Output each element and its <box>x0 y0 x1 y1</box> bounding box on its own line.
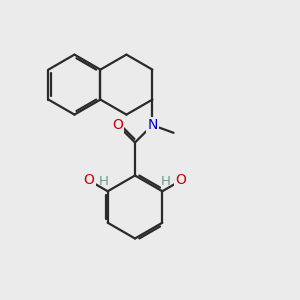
Text: O: O <box>112 118 123 132</box>
Text: O: O <box>176 173 186 188</box>
Text: O: O <box>84 173 94 188</box>
Text: N: N <box>147 118 158 132</box>
Text: H: H <box>99 175 109 188</box>
Text: H: H <box>161 175 171 188</box>
